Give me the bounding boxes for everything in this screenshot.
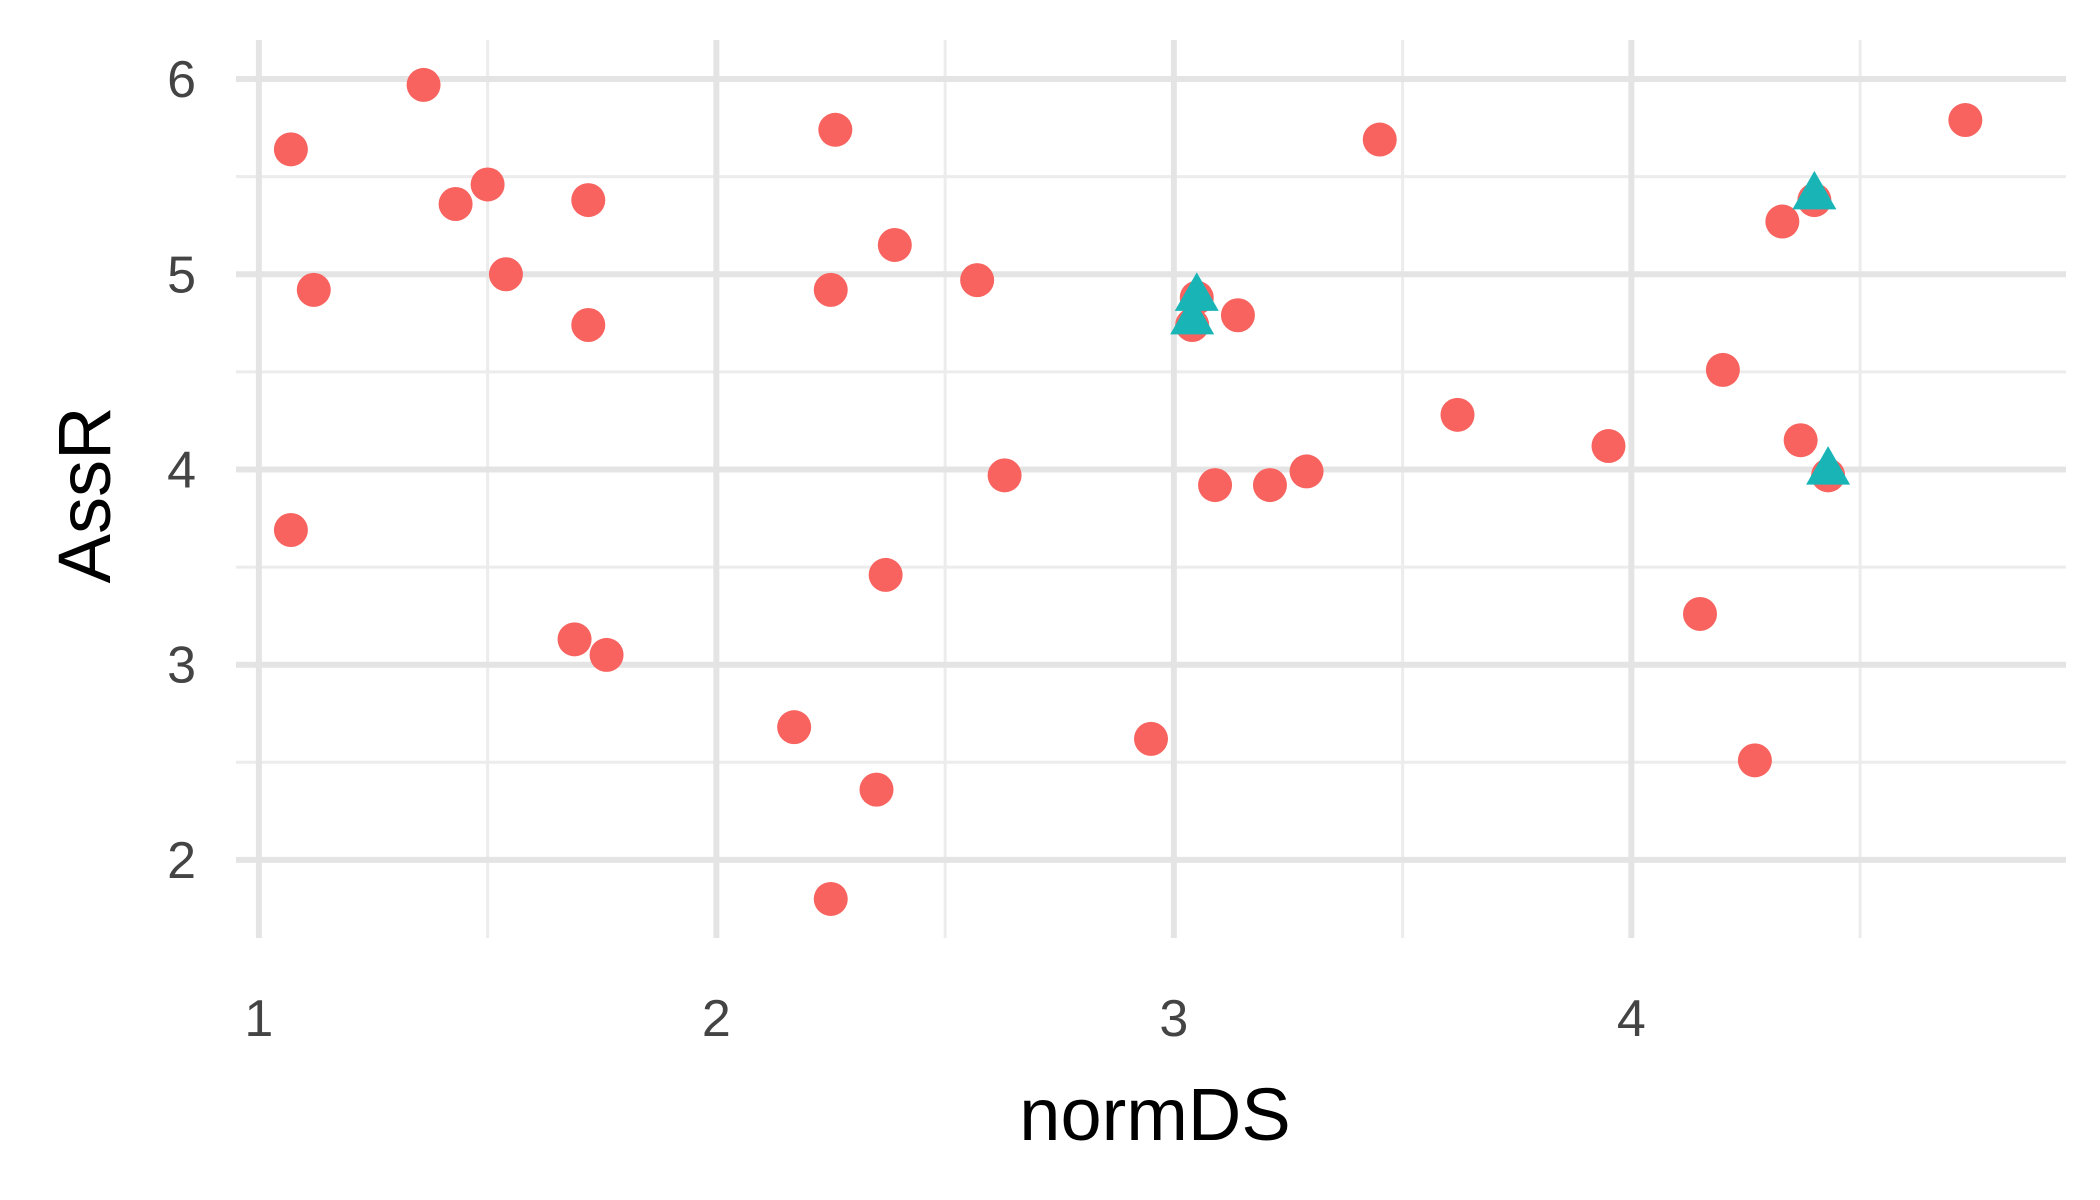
circle-point	[470, 167, 505, 202]
y-axis-ticks: 2 3 4 5 6	[167, 51, 196, 890]
y-axis-title: AssR	[43, 407, 126, 584]
grid	[236, 40, 2066, 938]
triangle-point	[1806, 446, 1851, 485]
circle-point	[868, 557, 903, 592]
circle-point	[1948, 103, 1983, 138]
circle-point	[1705, 352, 1740, 387]
circle-point	[557, 622, 592, 657]
circle-point	[406, 67, 441, 102]
circle-point	[818, 112, 853, 147]
circle-point	[1765, 204, 1800, 239]
circle-point	[777, 710, 812, 745]
circle-point	[488, 257, 523, 292]
circle-point	[273, 132, 308, 167]
circle-point	[571, 183, 606, 218]
circle-point	[1289, 454, 1324, 489]
circle-point	[589, 637, 624, 672]
x-tick-label: 1	[244, 990, 273, 1048]
x-tick-label: 3	[1159, 990, 1188, 1048]
circle-point	[813, 881, 848, 916]
circle-point	[1220, 298, 1255, 333]
circle-point	[960, 263, 995, 298]
x-tick-label: 2	[702, 990, 731, 1048]
circle-point	[1783, 423, 1818, 458]
circle-point	[1591, 429, 1626, 464]
x-tick-label: 4	[1617, 990, 1646, 1048]
data-points	[273, 67, 1983, 916]
y-tick-label: 4	[167, 441, 196, 499]
x-axis-ticks: 1 2 3 4	[244, 990, 1645, 1048]
circle-point	[438, 186, 473, 221]
triangle-point	[1170, 295, 1215, 335]
circle-point	[1737, 743, 1772, 778]
circle-point	[859, 772, 894, 807]
x-axis-title: normDS	[1019, 1073, 1290, 1156]
circle-point	[273, 512, 308, 547]
circle-point	[571, 308, 606, 343]
circle-point	[1198, 468, 1233, 503]
y-tick-label: 3	[167, 637, 196, 695]
circle-point	[1440, 397, 1475, 432]
circle-point	[1252, 468, 1287, 503]
circle-point	[813, 272, 848, 307]
circle-point	[296, 272, 331, 307]
triangle-point	[1174, 272, 1219, 311]
circle-point	[987, 458, 1022, 493]
circle-point	[877, 227, 912, 262]
y-tick-label: 2	[167, 832, 196, 890]
y-tick-label: 5	[167, 246, 196, 304]
circle-point	[1683, 596, 1717, 631]
circle-point	[1134, 721, 1168, 756]
y-tick-label: 6	[167, 51, 196, 109]
circle-point	[1362, 122, 1397, 157]
triangle-point	[1792, 170, 1837, 210]
